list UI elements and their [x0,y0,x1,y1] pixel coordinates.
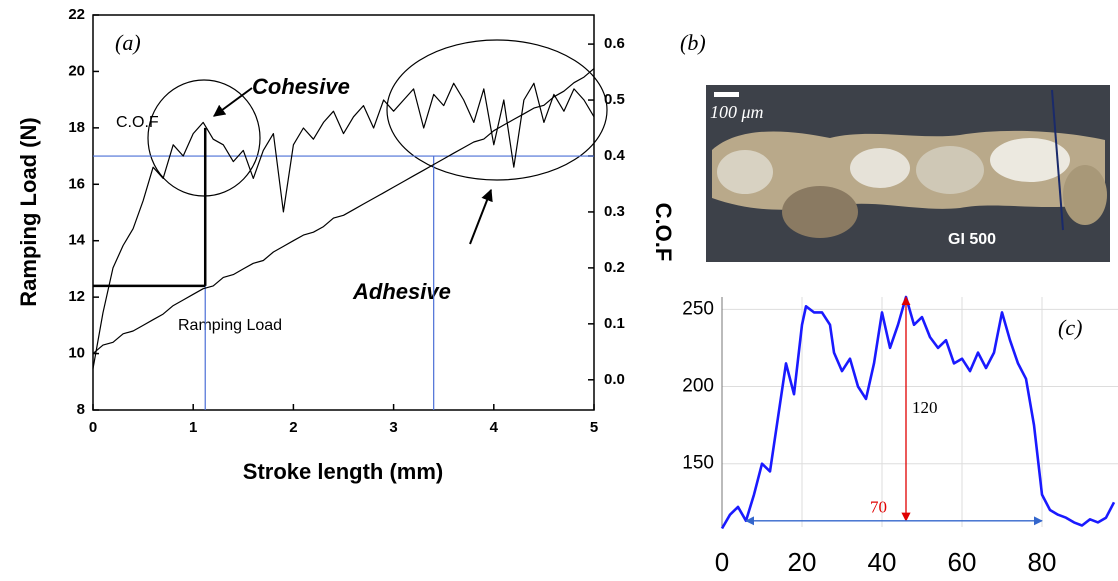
y-tick-label: 200 [682,376,714,397]
annotation: Cohesive [252,74,350,99]
x-tick-label: 5 [590,419,598,436]
y2-tick-label: 0.2 [604,259,625,276]
arrow [469,188,493,245]
x-tick-label: 0 [89,419,97,436]
y2-axis-label: C.O.F [651,203,676,262]
x-tick-label: 40 [868,547,897,577]
panel-label: (c) [1058,315,1082,340]
y-tick-label: 150 [682,453,714,474]
panel-label: (a) [115,30,141,55]
data-line [720,295,1116,530]
y-tick-label: 10 [68,345,85,362]
x-tick-label: 0 [715,547,729,577]
x-axis-label: Stroke length (mm) [243,459,443,484]
y-tick-label: 12 [68,288,85,305]
series-label: Ramping Load [178,317,282,334]
x-tick-label: 80 [1028,547,1057,577]
arrow-label: 120 [912,398,938,417]
y2-tick-label: 0.5 [604,91,625,108]
arrow-label: 70 [870,498,887,517]
y-tick-label: 250 [682,298,714,319]
y-axis-label: Ramping Load (N) [16,117,41,306]
panel-label: (b) [680,30,706,55]
x-tick-label: 2 [289,419,297,436]
x-tick-label: 20 [788,547,817,577]
y2-tick-label: 0.4 [604,147,626,164]
y-tick-label: 16 [68,175,85,192]
photo-caption: GI 500 [948,231,996,248]
ellipse [386,39,608,181]
annotation: Adhesive [352,279,451,304]
y-tick-label: 14 [68,232,85,249]
x-tick-label: 3 [389,419,397,436]
data-line [92,68,595,355]
series-label: C.O.F [116,114,159,131]
x-tick-label: 4 [490,419,499,436]
x-tick-label: 1 [189,419,197,436]
x-tick-label: 60 [948,547,977,577]
y-tick-label: 20 [68,62,85,79]
y2-tick-label: 0.0 [604,371,625,388]
photo [706,85,1110,262]
scale-label: 100 μm [710,102,764,122]
y-tick-label: 18 [68,119,85,136]
y-tick-label: 8 [77,401,85,418]
y2-tick-label: 0.1 [604,315,625,332]
y2-tick-label: 0.6 [604,35,625,52]
y2-tick-label: 0.3 [604,203,625,220]
data-line [92,82,595,369]
y-tick-label: 22 [68,6,85,23]
arrow [213,87,253,117]
